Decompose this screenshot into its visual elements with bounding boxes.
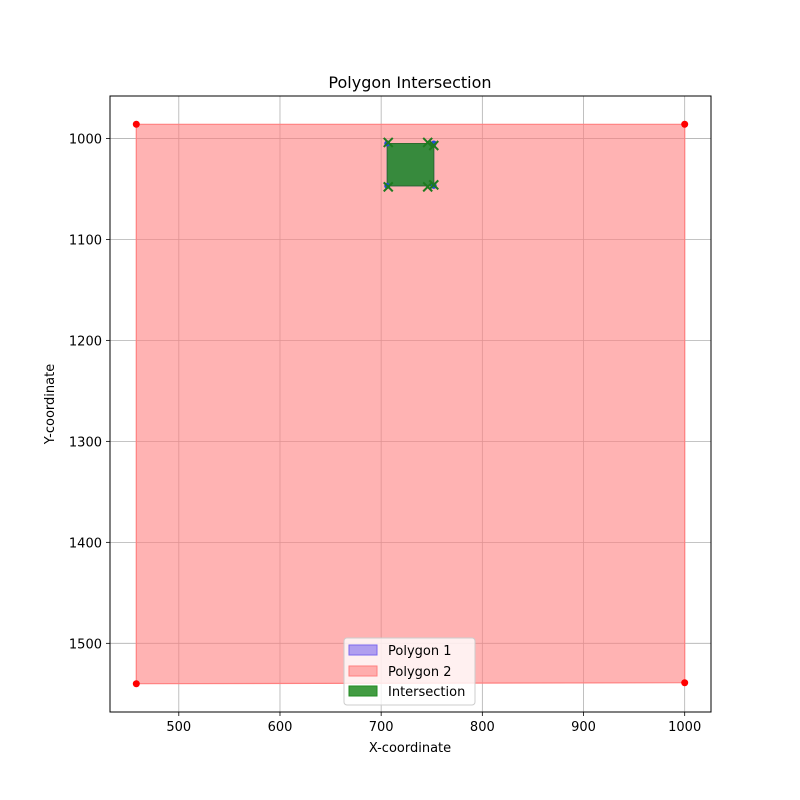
intersection-vertex-marker [428, 140, 439, 151]
intersection-vertex-marker [428, 179, 439, 191]
x-axis-label: X-coordinate [369, 741, 451, 756]
legend-label-polygon-2: Polygon 2 [388, 665, 451, 680]
y-axis-ticks: 1000 1100 1200 1300 1400 1500 [69, 132, 110, 652]
plot-frame [109, 95, 712, 713]
x-tick-label: 500 [166, 720, 191, 735]
intersection-vertex-marker [383, 137, 394, 148]
legend: Polygon 1 Polygon 2 Intersection [343, 637, 476, 706]
legend-label-intersection: Intersection [388, 685, 465, 700]
polygons [135, 123, 686, 685]
chart-title: Polygon Intersection [328, 73, 491, 92]
legend-swatch-polygon-1 [348, 644, 378, 656]
x-tick-label: 600 [268, 720, 293, 735]
y-tick-label: 1100 [69, 233, 102, 248]
x-tick-label: 900 [571, 720, 596, 735]
intersection-vertex-marker [422, 181, 433, 193]
intersection-vertex-marker [422, 137, 433, 148]
x-axis-ticks: 500 600 700 800 900 1000 [166, 712, 701, 735]
polygon-2-vertex [681, 679, 689, 687]
legend-label-polygon-1: Polygon 1 [388, 644, 451, 659]
y-tick-label: 1200 [69, 334, 102, 349]
intersection-vertex-marker [383, 181, 394, 193]
x-tick-label: 800 [470, 720, 495, 735]
polygon-2-vertex [132, 120, 140, 128]
y-tick-label: 1300 [69, 435, 102, 450]
y-tick-label: 1500 [69, 637, 102, 652]
polygon-2-vertex [681, 120, 689, 128]
y-tick-label: 1000 [69, 132, 102, 147]
legend-swatch-intersection [348, 685, 378, 697]
y-tick-label: 1400 [69, 536, 102, 551]
intersection-area [386, 143, 435, 187]
y-axis-label: Y-coordinate [43, 364, 58, 445]
x-tick-label: 700 [369, 720, 394, 735]
legend-swatch-polygon-2 [348, 665, 378, 677]
vertex-markers [132, 120, 689, 688]
polygon-2-area [135, 123, 686, 685]
x-tick-label: 1000 [668, 720, 701, 735]
polygon-2-vertex [132, 680, 140, 688]
